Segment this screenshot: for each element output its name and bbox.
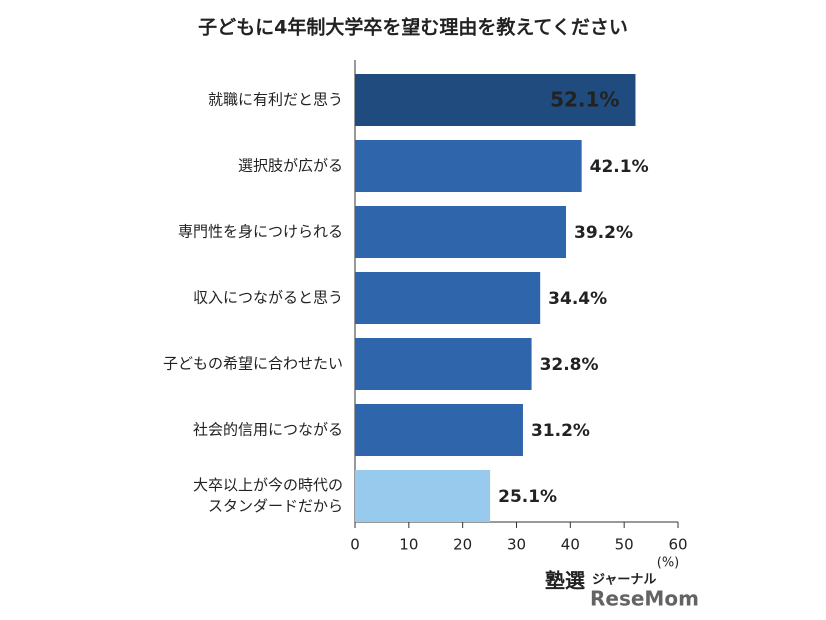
bar [355,74,636,126]
category-label: 専門性を身につけられる [177,222,343,241]
category-label: 選択肢が広がる [237,156,343,175]
watermark-logo-sub: ジャーナル [592,573,656,588]
x-tick-label: 40 [561,536,580,554]
bar [355,206,567,258]
x-tick-label: 0 [350,536,360,554]
x-tick-label: 60 [668,536,687,554]
category-label: 収入につながると思う [192,288,343,307]
category-label: 社会的信用につながる [192,420,343,439]
category-label: 大卒以上が今の時代の スタンダードだから [192,476,343,515]
bar [355,470,491,522]
bar [355,404,523,456]
value-label: 25.1% [498,487,557,507]
value-label: 52.1% [550,88,619,112]
category-label: 子どもの希望に合わせたい [162,354,343,373]
watermark-site: ReseMom [590,587,699,611]
value-label: 32.8% [540,355,599,375]
value-label: 34.4% [548,289,607,309]
chart-title: 子どもに4年制大学卒を望む理由を教えてください [198,16,628,39]
value-label: 31.2% [531,421,590,441]
watermark-logo: 塾選 [545,569,585,593]
x-tick-label: 30 [507,536,526,554]
bar [355,272,541,324]
bar [355,338,532,390]
x-tick-label: 20 [453,536,472,554]
bar [355,140,582,192]
category-label: 就職に有利だと思う [207,90,343,109]
value-label: 42.1% [590,157,649,177]
x-tick-label: 50 [615,536,634,554]
value-label: 39.2% [574,223,633,243]
axis-unit: (%) [657,556,680,571]
x-tick-label: 10 [399,536,418,554]
